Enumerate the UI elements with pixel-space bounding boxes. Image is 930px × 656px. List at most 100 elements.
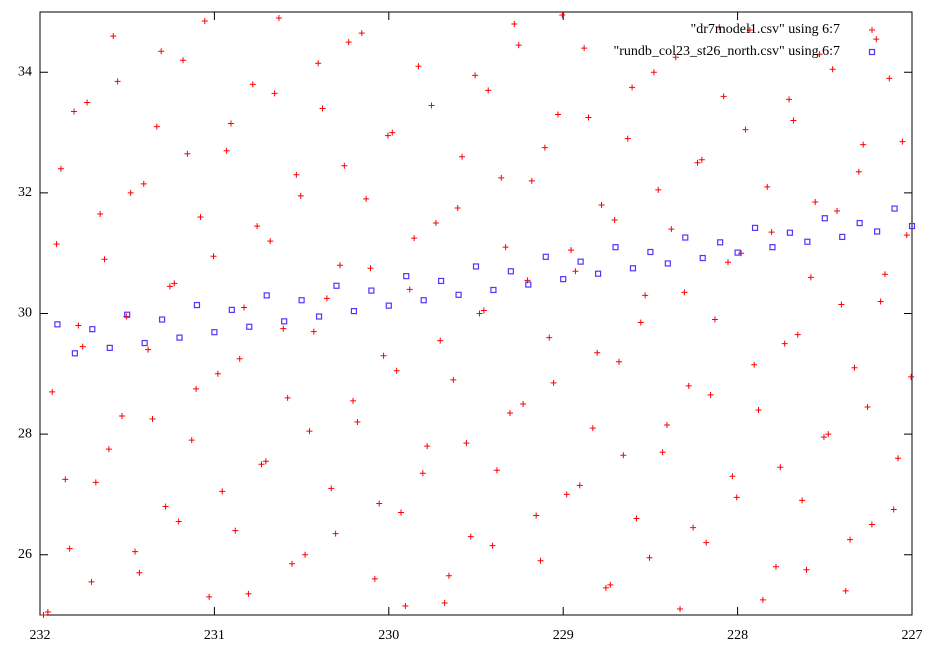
data-point xyxy=(180,57,187,64)
data-point xyxy=(864,403,871,410)
data-point xyxy=(472,263,480,270)
data-point xyxy=(507,409,514,416)
data-point xyxy=(275,15,282,22)
data-point xyxy=(71,108,78,115)
data-point xyxy=(44,608,51,615)
plot-frame xyxy=(39,11,913,616)
data-point xyxy=(441,599,448,606)
data-point xyxy=(84,99,91,106)
data-point xyxy=(624,135,631,142)
y-tick-label: 28 xyxy=(18,426,32,441)
data-point xyxy=(520,400,527,407)
data-point xyxy=(411,235,418,242)
data-point xyxy=(685,382,692,389)
data-point xyxy=(821,215,828,222)
data-point xyxy=(672,54,679,61)
data-point xyxy=(755,406,762,413)
data-point xyxy=(581,45,588,52)
data-point xyxy=(825,431,832,438)
data-point xyxy=(716,24,723,31)
data-point xyxy=(227,120,234,127)
x-tick-label: 227 xyxy=(902,628,923,643)
data-point xyxy=(659,449,666,456)
data-point xyxy=(432,220,439,227)
data-point xyxy=(54,321,61,328)
data-point xyxy=(232,527,239,534)
data-point xyxy=(786,229,794,236)
data-point xyxy=(175,518,182,525)
data-point xyxy=(188,437,195,444)
data-point xyxy=(110,33,117,40)
data-point xyxy=(799,497,806,504)
data-point xyxy=(886,75,893,82)
data-point xyxy=(289,560,296,567)
data-point xyxy=(393,367,400,374)
data-point xyxy=(263,292,270,299)
data-point xyxy=(336,262,343,269)
data-point xyxy=(371,575,378,582)
data-point xyxy=(647,248,654,256)
data-point xyxy=(193,385,200,392)
data-point xyxy=(768,229,775,236)
data-point xyxy=(197,214,204,221)
data-point xyxy=(738,250,745,257)
data-point xyxy=(75,322,82,329)
data-point xyxy=(781,340,788,347)
data-point xyxy=(106,344,113,351)
data-point xyxy=(851,364,858,371)
data-point xyxy=(210,253,217,260)
data-point xyxy=(454,204,461,211)
data-point xyxy=(881,271,888,278)
data-point xyxy=(895,455,902,462)
data-point xyxy=(455,291,462,298)
data-point xyxy=(105,446,112,453)
data-point xyxy=(585,114,592,121)
data-point xyxy=(92,479,99,486)
data-point xyxy=(438,277,445,285)
data-point xyxy=(284,394,291,401)
data-point xyxy=(384,132,391,139)
data-point xyxy=(485,87,492,94)
data-point xyxy=(480,307,487,314)
data-point xyxy=(298,297,305,304)
data-point xyxy=(463,440,470,447)
data-point xyxy=(650,69,657,76)
y-tick-label: 30 xyxy=(18,306,32,321)
data-point xyxy=(908,373,915,380)
data-point xyxy=(594,349,601,356)
data-point xyxy=(228,306,235,313)
data-point xyxy=(820,434,827,441)
data-point xyxy=(874,228,881,235)
data-point xyxy=(140,180,147,187)
data-point xyxy=(699,254,706,262)
legend-marker xyxy=(868,48,876,56)
data-point xyxy=(89,326,96,333)
data-point xyxy=(533,512,540,519)
data-point xyxy=(118,413,125,420)
data-point xyxy=(350,397,357,404)
x-tick-label: 232 xyxy=(30,628,51,643)
data-point xyxy=(891,205,898,212)
data-point xyxy=(437,337,444,344)
data-point xyxy=(153,123,160,130)
data-point xyxy=(319,105,326,112)
data-point xyxy=(398,509,405,516)
data-point xyxy=(310,328,317,335)
data-point xyxy=(211,329,218,336)
data-point xyxy=(764,183,771,190)
data-point xyxy=(908,222,916,230)
data-point xyxy=(145,346,152,353)
data-point xyxy=(114,78,121,85)
data-point xyxy=(79,343,86,350)
data-point xyxy=(769,244,776,251)
data-point xyxy=(515,42,522,49)
data-point xyxy=(681,289,688,296)
data-point xyxy=(467,533,474,540)
data-point xyxy=(598,201,605,208)
data-point xyxy=(472,72,479,79)
legend-label: "rundb_col23_st26_north.csv" using 6:7 xyxy=(614,44,840,59)
data-point xyxy=(124,311,131,318)
data-point xyxy=(682,234,689,241)
data-point xyxy=(899,138,906,145)
data-point xyxy=(829,66,836,73)
